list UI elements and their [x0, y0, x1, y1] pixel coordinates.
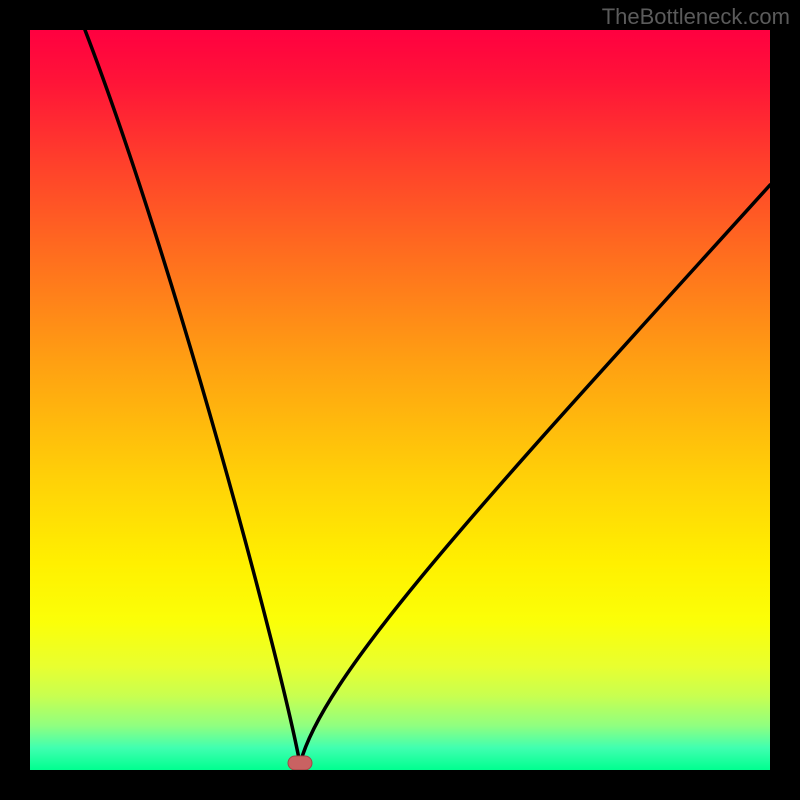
- plot-area: [30, 30, 770, 770]
- minimum-point-marker: [30, 30, 770, 770]
- attribution-text: TheBottleneck.com: [602, 4, 790, 30]
